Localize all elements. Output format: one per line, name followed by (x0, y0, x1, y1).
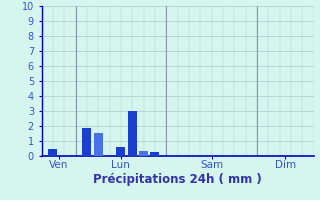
Bar (116, 147, 125, 156)
Bar (128, 111, 137, 156)
X-axis label: Précipitations 24h ( mm ): Précipitations 24h ( mm ) (93, 173, 262, 186)
Bar (150, 152, 159, 156)
Bar (139, 151, 148, 156)
Bar (48, 148, 58, 156)
Bar (83, 128, 92, 156)
Bar (94, 133, 103, 156)
